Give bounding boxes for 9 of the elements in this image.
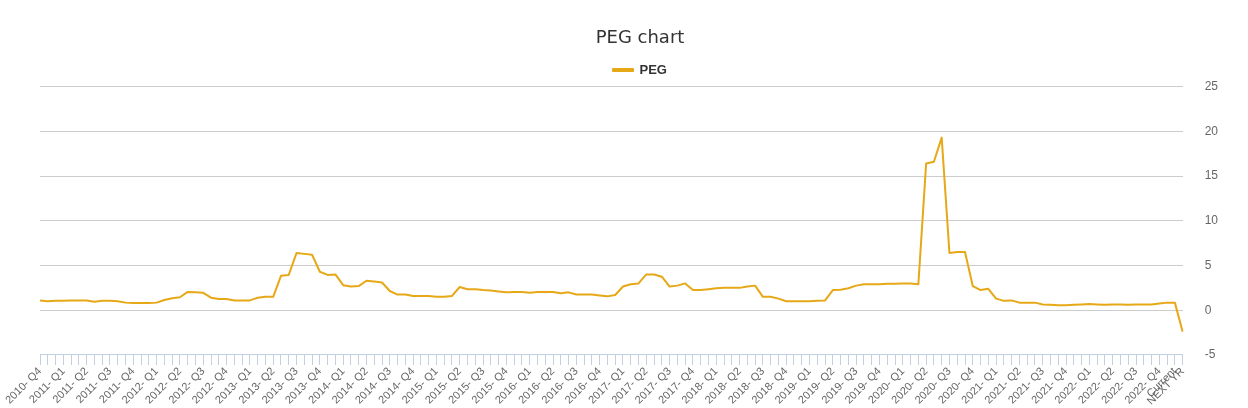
y-tick-label: -5: [1204, 347, 1216, 362]
y-tick-label: 25: [1204, 78, 1219, 93]
y-tick-label: 5: [1204, 257, 1212, 272]
y-tick-label: 15: [1204, 168, 1219, 183]
y-tick-label: 10: [1204, 213, 1219, 228]
y-tick-label: 0: [1204, 302, 1212, 317]
y-tick-label: 20: [1204, 123, 1219, 138]
legend-label: PEG: [639, 61, 667, 77]
chart-title: PEG chart: [595, 26, 685, 48]
